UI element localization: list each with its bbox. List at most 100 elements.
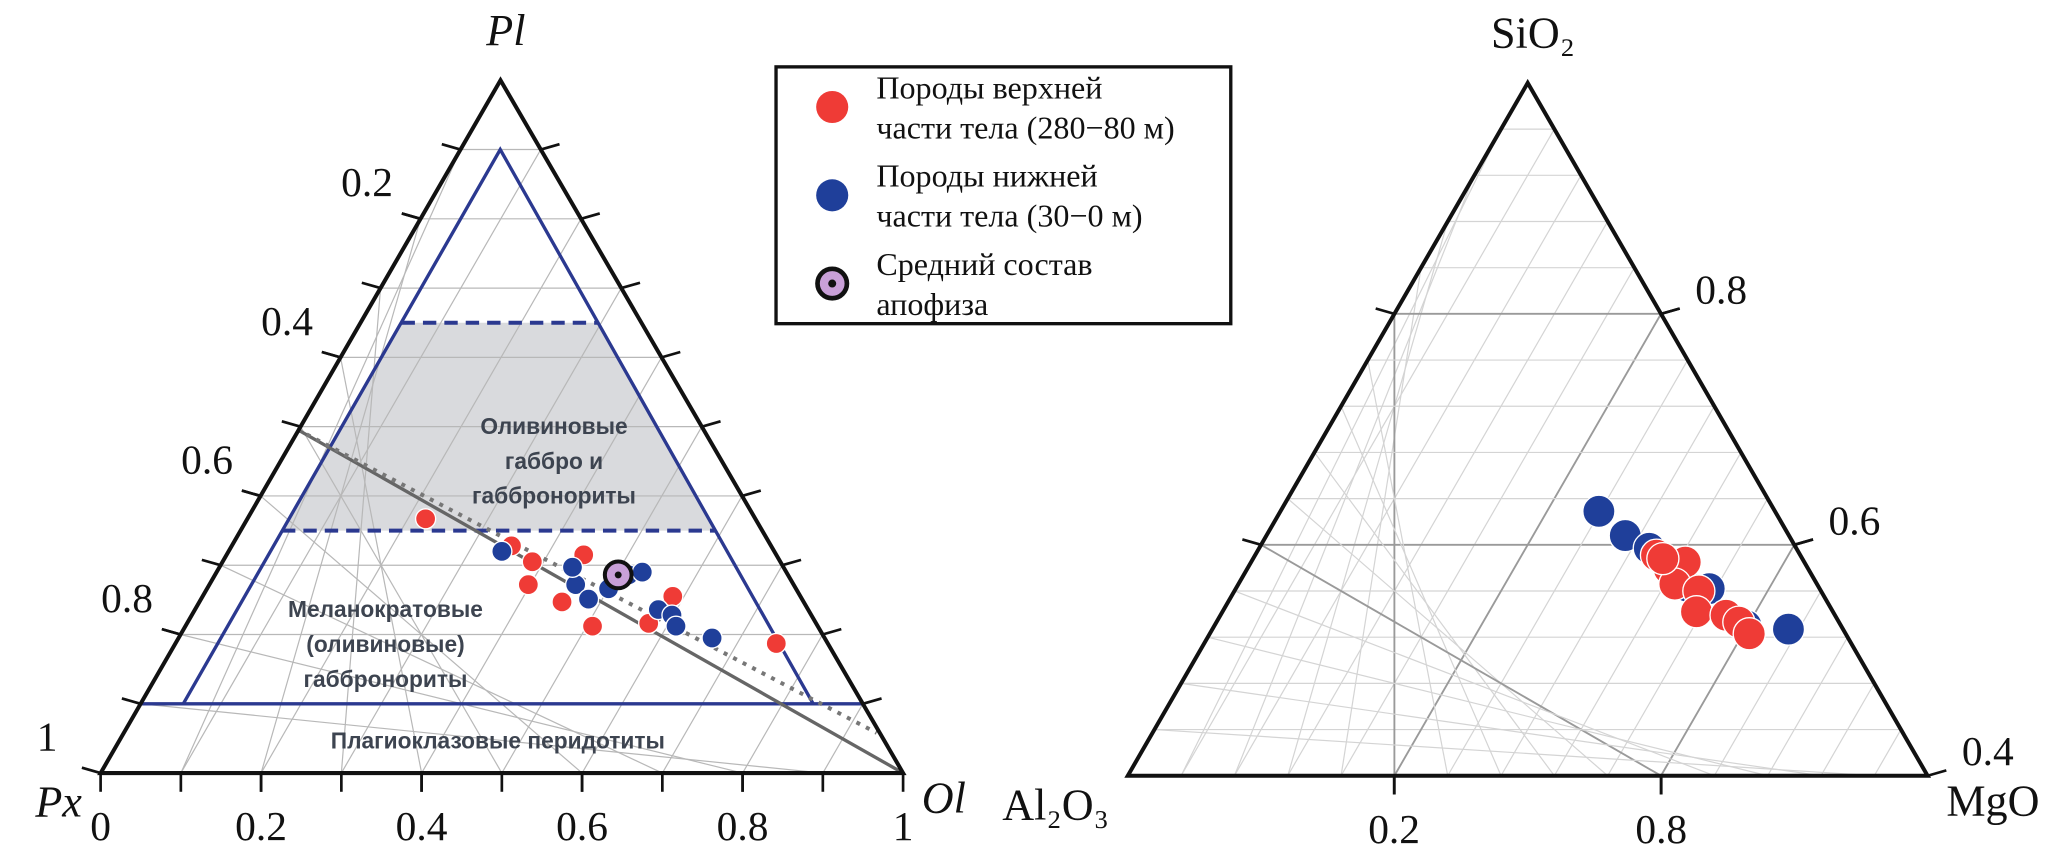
right-tick (1660, 307, 1681, 316)
grid-line (1233, 175, 1475, 776)
edge-tick (1242, 538, 1262, 547)
right-tick (1927, 769, 1947, 778)
left-tick-label: 1 (37, 713, 58, 759)
field-boundary (296, 427, 878, 735)
data-point (665, 615, 687, 637)
legend-label: Породы верхней (876, 69, 1102, 105)
x-tick-label: 0.4 (396, 803, 448, 849)
data-point (1646, 541, 1680, 576)
data-point (701, 627, 723, 649)
legend-label: части тела (30−0 м) (876, 198, 1142, 234)
legend-marker-dot (828, 279, 837, 288)
left-tick (401, 212, 421, 221)
field-label: габбро и (505, 448, 603, 474)
legend-marker (816, 90, 849, 124)
field-label: Меланократовые (288, 596, 483, 622)
field-label: (оливиновые) (306, 631, 464, 657)
corner-label: MgO (1946, 776, 2039, 825)
grid-line (1340, 267, 1635, 777)
x-tick-label: 1 (893, 803, 914, 849)
grid-line (1340, 405, 1502, 776)
grid-line (1607, 498, 1769, 777)
major-grid-line (1260, 543, 1662, 777)
edge-tick (281, 420, 301, 428)
edge-tick (540, 142, 560, 151)
left-tick (81, 766, 101, 775)
grid-line (1340, 267, 1422, 776)
right-tick-label: 0.4 (1962, 728, 2014, 774)
grid-line (1313, 452, 1555, 777)
corner-label: Px (34, 778, 82, 827)
left-tick-label: 0.8 (101, 575, 153, 621)
edge-tick (661, 350, 681, 359)
grid-line (1207, 636, 1768, 777)
grid-line (1767, 636, 1849, 777)
data-point (517, 573, 540, 596)
grid-line (140, 703, 823, 774)
edge-tick (201, 558, 221, 567)
x-tick-label: 0.2 (235, 803, 287, 849)
grid-line (1873, 729, 1902, 777)
x-tick-label: 0.8 (1635, 806, 1687, 852)
legend-label: Породы нижней (876, 158, 1097, 194)
left-tick (321, 350, 341, 359)
grid-line (1154, 728, 1875, 777)
edge-tick (822, 627, 842, 636)
edge-tick (121, 697, 141, 706)
right-tick-label: 0.8 (1695, 266, 1747, 312)
average-dot (614, 571, 622, 579)
ternary-chart: Оливиновые габбро и габбронориты Меланократ… (34, 6, 966, 849)
field-label: Плагиоклазовые перидотиты (331, 727, 665, 753)
field-label: габбронориты (304, 666, 468, 692)
major-grid-line (1660, 544, 1796, 777)
x-tick-label: 0.6 (556, 803, 608, 849)
data-point (414, 508, 437, 530)
edge-tick (620, 281, 641, 290)
edge-tick (441, 142, 461, 151)
legend-marker (816, 179, 849, 212)
data-point (1679, 595, 1714, 629)
left-tick-label: 0.6 (181, 436, 233, 482)
data-point (561, 556, 584, 578)
legend: Породы верхней части тела (280−80 м) Пород… (774, 65, 1233, 326)
corner-label: Al₂O₃ (1002, 780, 1109, 829)
right-tick-label: 0.6 (1829, 497, 1881, 543)
left-tick (161, 627, 181, 636)
field-boundary (181, 146, 815, 705)
field-boundary (296, 427, 904, 775)
field-label: габбронориты (472, 483, 636, 509)
ternary-chart: 0.2 0.8 0.8 0.6 0.4 SiO₂ Al₂O₃ MgO (1002, 9, 2039, 852)
edge-tick (781, 558, 802, 567)
x-tick-label: 0.8 (717, 803, 769, 849)
data-point (631, 561, 653, 583)
data-point (577, 588, 600, 610)
data-point (521, 551, 544, 573)
grid-line (1553, 452, 1742, 777)
edge-tick (1375, 307, 1395, 316)
data-point (765, 632, 788, 655)
data-point (581, 615, 604, 637)
left-tick-label: 0.2 (341, 159, 393, 205)
grid-line (1234, 590, 1715, 777)
data-point (1732, 616, 1766, 651)
data-point (1582, 494, 1616, 529)
legend-label: Средний состав (876, 246, 1092, 282)
grid-line (1287, 498, 1609, 777)
corner-label: Ol (922, 774, 966, 823)
edge-tick (361, 281, 381, 290)
triangle-frame (1124, 78, 1932, 778)
triangle-frame (97, 76, 907, 776)
data-point (1771, 612, 1806, 646)
legend-label: части тела (280−80 м) (876, 109, 1174, 145)
edge-tick (741, 489, 762, 498)
field-label: Оливиновые (480, 413, 627, 439)
major-grid-line (1393, 313, 1662, 777)
x-tick-label: 0 (90, 803, 111, 849)
edge-tick (862, 697, 882, 706)
grid-line (1820, 683, 1875, 777)
edge-tick (580, 212, 601, 221)
corner-label: Pl (485, 6, 525, 55)
grid-line (1367, 359, 1449, 776)
